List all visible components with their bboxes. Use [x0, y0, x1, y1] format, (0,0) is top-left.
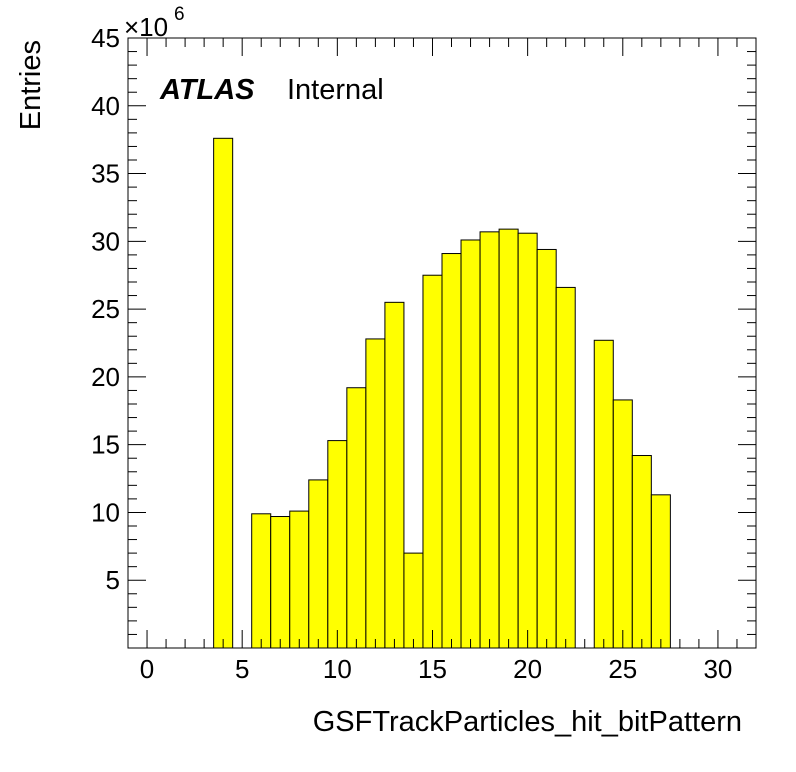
histogram-bar-7 [270, 516, 291, 649]
x-tick-labels: 0 5 10 15 20 25 30 [140, 654, 733, 684]
x-tick-label: 25 [608, 654, 637, 684]
x-axis-title: GSFTrackParticles_hit_bitPattern [313, 706, 742, 738]
y-tick-labels: 5 10 15 20 25 30 35 40 45 [91, 23, 120, 595]
histogram-bar-17 [460, 239, 481, 649]
y-tick-label: 30 [91, 226, 120, 256]
y-axis-multiplier: ×10 [124, 12, 168, 42]
histogram-bar-4 [213, 137, 234, 649]
histogram-bar-8 [289, 510, 310, 649]
histogram-bar-11 [346, 387, 367, 649]
histogram-bar-20 [517, 232, 538, 649]
atlas-label: ATLAS [159, 74, 255, 106]
histogram-bar-27 [650, 494, 671, 649]
x-tick-label: 30 [703, 654, 732, 684]
y-tick-label: 25 [91, 294, 120, 324]
histogram-bar-24 [593, 339, 614, 649]
y-tick-label: 10 [91, 497, 120, 527]
x-tick-label: 10 [323, 654, 352, 684]
y-tick-label: 35 [91, 159, 120, 189]
histogram-bar-25 [612, 399, 633, 649]
histogram-bar-21 [536, 248, 557, 649]
x-tick-label: 0 [140, 654, 154, 684]
x-tick-label: 5 [235, 654, 249, 684]
histogram-bar-22 [555, 286, 576, 649]
y-tick-label: 5 [106, 565, 120, 595]
histogram-bar-16 [441, 253, 462, 649]
histogram-bar-18 [479, 231, 500, 649]
histogram-bar-10 [327, 440, 348, 649]
y-tick-label: 40 [91, 91, 120, 121]
x-tick-label: 20 [513, 654, 542, 684]
axis-ticks [127, 37, 757, 648]
y-tick-label: 45 [91, 23, 120, 53]
histogram-bar-26 [631, 455, 652, 649]
histogram-bars [213, 137, 671, 649]
histogram-bar-6 [251, 513, 272, 649]
histogram-bar-15 [422, 274, 443, 649]
plot-frame [127, 37, 757, 649]
histogram-bar-19 [498, 228, 519, 649]
y-axis-title: Entries [15, 40, 47, 130]
y-tick-label: 20 [91, 362, 120, 392]
y-tick-label: 15 [91, 430, 120, 460]
histogram-bar-13 [384, 301, 405, 649]
x-tick-label: 15 [418, 654, 447, 684]
histogram-bar-12 [365, 338, 386, 649]
y-axis-multiplier-exponent: 6 [174, 4, 185, 25]
histogram-bar-14 [403, 552, 424, 649]
histogram-bar-9 [308, 479, 329, 649]
atlas-status-label: Internal [287, 74, 384, 106]
